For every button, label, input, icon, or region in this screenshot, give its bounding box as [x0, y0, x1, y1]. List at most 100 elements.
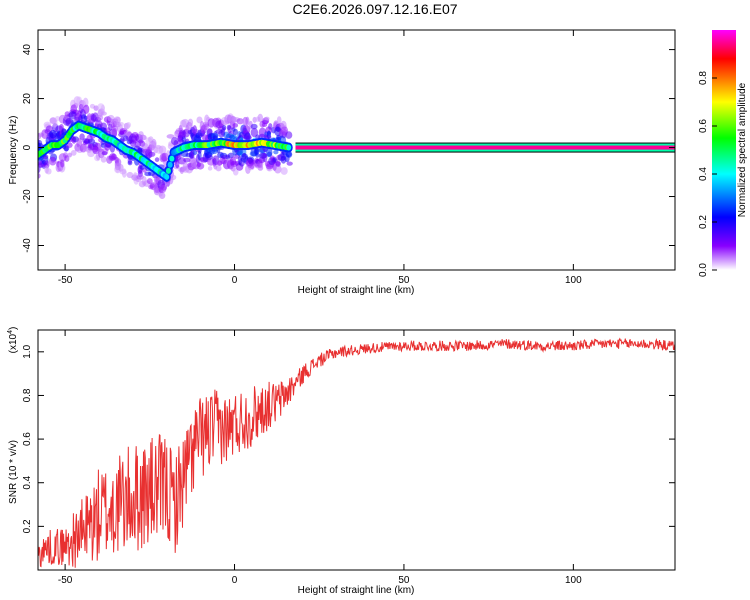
x-tick-label: -50	[58, 575, 73, 586]
y-tick-label: 0	[22, 144, 33, 150]
spectrogram-heatmap	[38, 96, 675, 200]
heatmap-cell	[181, 130, 186, 138]
heatmap-cell	[286, 161, 293, 166]
snr-series-line	[38, 337, 675, 568]
y-tick-label: -20	[22, 189, 33, 204]
colorbar-gradient	[712, 30, 736, 270]
heatmap-cell	[92, 146, 99, 153]
heatmap-cell	[276, 116, 282, 124]
colorbar-ticks: 0.0 0.2 0.4 0.6 0.8	[698, 71, 717, 277]
snr-y-scale-base: (x10	[8, 333, 19, 353]
heatmap-cell	[100, 111, 107, 116]
heatmap-cell	[187, 118, 194, 127]
heatmap-band-core	[295, 145, 675, 150]
heatmap-cell	[232, 128, 238, 136]
heatmap-cell	[232, 168, 239, 176]
heatmap-cell	[148, 151, 156, 157]
heatmap-cell	[207, 166, 213, 171]
heatmap-cell	[139, 165, 145, 170]
heatmap-cell	[52, 118, 58, 128]
heatmap-cell	[123, 135, 129, 142]
heatmap-cell	[281, 156, 286, 161]
y-tick-label: 0.2	[22, 519, 33, 533]
y-tick-label: 0.8	[22, 388, 33, 402]
colorbar: 0.0 0.2 0.4 0.6 0.8 Normalized spectral ampl…	[698, 30, 748, 277]
heatmap-cell	[273, 149, 279, 155]
heatmap-cell	[280, 167, 288, 175]
heatmap-cell	[159, 192, 166, 200]
heatmap-cell	[250, 127, 259, 138]
colorbar-tick-label: 0.2	[698, 215, 709, 229]
snr-y-scale: (x104)	[7, 327, 19, 354]
heatmap-cell	[165, 167, 171, 174]
colorbar-tick-label: 0.6	[698, 119, 709, 133]
heatmap-cell	[154, 157, 160, 162]
heatmap-cell	[286, 144, 292, 151]
chart-title: C2E6.2026.097.12.16.E07	[292, 1, 457, 17]
heatmap-cell	[242, 125, 251, 135]
heatmap-cell	[64, 155, 70, 162]
heatmap-cell	[268, 123, 273, 130]
y-tick-label: -40	[22, 238, 33, 253]
heatmap-cell	[158, 145, 167, 155]
heatmap-cell	[192, 150, 198, 155]
snr-y-scale-exponent: 4	[7, 330, 14, 334]
y-tick-label: 20	[22, 93, 33, 105]
heatmap-cell	[236, 118, 245, 125]
heatmap-cell	[285, 150, 293, 158]
heatmap-cell	[115, 116, 121, 123]
heatmap-cell	[227, 125, 232, 134]
colorbar-label: Normalized spectral amplitude	[737, 82, 748, 217]
heatmap-cell	[111, 153, 116, 160]
heatmap-cell	[164, 173, 170, 180]
heatmap-cell	[257, 113, 264, 123]
heatmap-cell	[161, 153, 168, 161]
heatmap-cell	[139, 134, 147, 141]
heatmap-cell	[119, 121, 124, 127]
heatmap-cell	[196, 162, 205, 170]
snr-frame	[37, 329, 676, 571]
snr-x-ticks: -50 0 50 100	[58, 330, 582, 586]
heatmap-cell	[67, 152, 73, 158]
spectrogram-y-label: Frequency (Hz)	[8, 116, 19, 185]
heatmap-cell	[127, 160, 133, 166]
heatmap-cell	[101, 151, 108, 156]
heatmap-cell	[50, 156, 56, 163]
heatmap-cell	[151, 138, 157, 149]
svg-text:(x104): (x104)	[7, 327, 19, 354]
x-tick-label: -50	[58, 275, 73, 286]
heatmap-cell	[45, 168, 52, 175]
heatmap-cell	[203, 123, 209, 131]
heatmap-cell	[83, 104, 90, 114]
colorbar-tick-label: 0.0	[698, 263, 709, 277]
x-tick-label: 100	[565, 275, 582, 286]
heatmap-cell	[232, 123, 239, 128]
heatmap-cell	[70, 149, 77, 156]
snr-panel: -50 0 50 100 0.2 0.4 0.6 0.8 1.0 Height of stra…	[7, 327, 676, 596]
heatmap-cell	[244, 135, 252, 140]
heatmap-cell	[285, 131, 293, 139]
snr-x-label: Height of straight line (km)	[298, 585, 415, 596]
colorbar-tick-label: 0.4	[698, 167, 709, 181]
heatmap-cell	[272, 156, 277, 163]
heatmap-cell	[55, 116, 60, 122]
spectrogram-y-ticks: -40 -20 0 20 40	[22, 44, 675, 253]
snr-y-label: SNR (10 * v/v)	[8, 440, 19, 504]
heatmap-cell	[170, 174, 177, 181]
heatmap-cell	[136, 174, 144, 180]
heatmap-cell	[49, 129, 57, 139]
heatmap-cell	[100, 156, 107, 163]
x-tick-label: 0	[232, 575, 238, 586]
x-tick-label: 0	[232, 275, 238, 286]
heatmap-cell	[262, 152, 268, 163]
y-tick-label: 1.0	[22, 344, 33, 358]
heatmap-cell	[274, 164, 282, 174]
colorbar-tick-label: 0.8	[698, 71, 709, 85]
heatmap-cell	[123, 122, 129, 130]
heatmap-cell	[215, 165, 222, 172]
heatmap-cell	[123, 130, 132, 136]
heatmap-cell	[79, 133, 85, 140]
x-tick-label: 100	[565, 575, 582, 586]
y-tick-label: 0.6	[22, 432, 33, 446]
